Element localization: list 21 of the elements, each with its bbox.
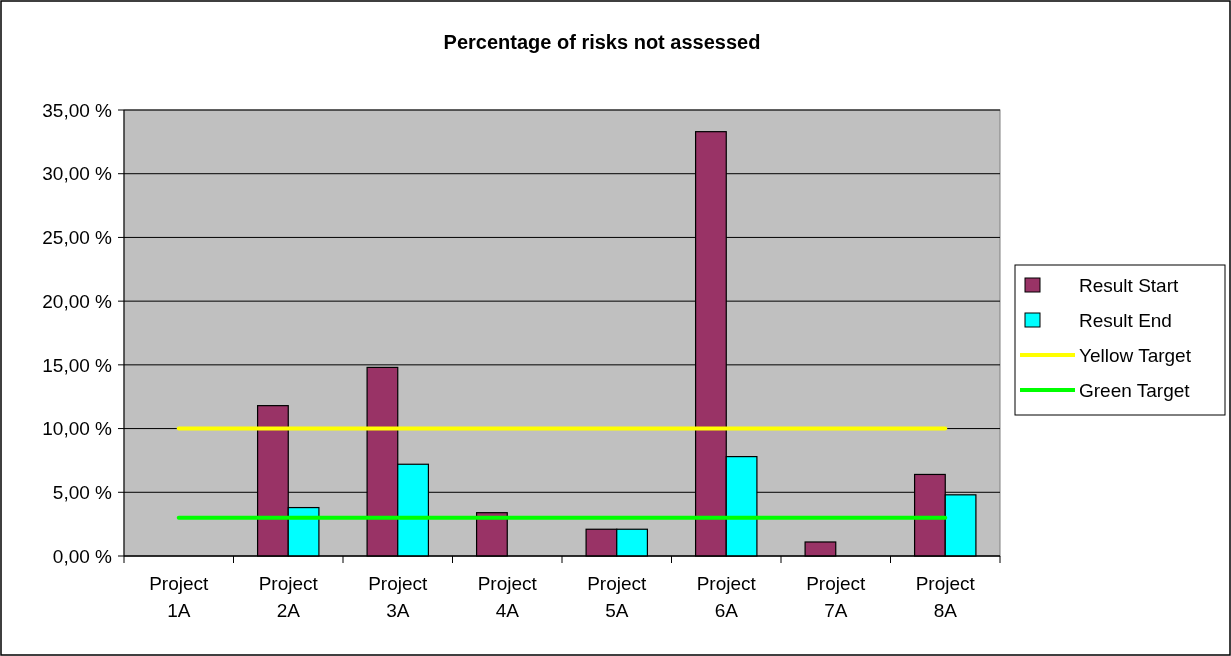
x-tick-label: Project 4A — [477, 573, 538, 621]
y-tick-label: 20,00 % — [42, 290, 113, 312]
x-tick-label: Project 7A — [806, 573, 867, 621]
x-tick-label: Project 2A — [258, 573, 319, 621]
y-tick-label: 0,00 % — [52, 545, 113, 567]
y-tick-label: 25,00 % — [42, 227, 113, 249]
y-tick-label: 5,00 % — [52, 481, 113, 503]
x-tick-label: Project 6A — [696, 573, 757, 621]
x-tick-label: Project 5A — [587, 573, 648, 621]
chart-title: Percentage of risks not assessed — [443, 31, 761, 53]
legend-label: Result End — [1079, 309, 1172, 331]
y-tick-label: 15,00 % — [42, 354, 113, 376]
x-tick-label: Project 8A — [915, 573, 976, 621]
x-tick-label: Project 1A — [149, 573, 210, 621]
y-tick-label: 30,00 % — [42, 163, 113, 185]
y-tick-label: 10,00 % — [42, 418, 113, 440]
x-tick-label: Project 3A — [368, 573, 429, 621]
legend-label: Result Start — [1079, 274, 1179, 296]
legend-label: Yellow Target — [1079, 344, 1192, 366]
legend-label: Green Target — [1079, 379, 1191, 401]
y-tick-label: 35,00 % — [42, 99, 113, 121]
